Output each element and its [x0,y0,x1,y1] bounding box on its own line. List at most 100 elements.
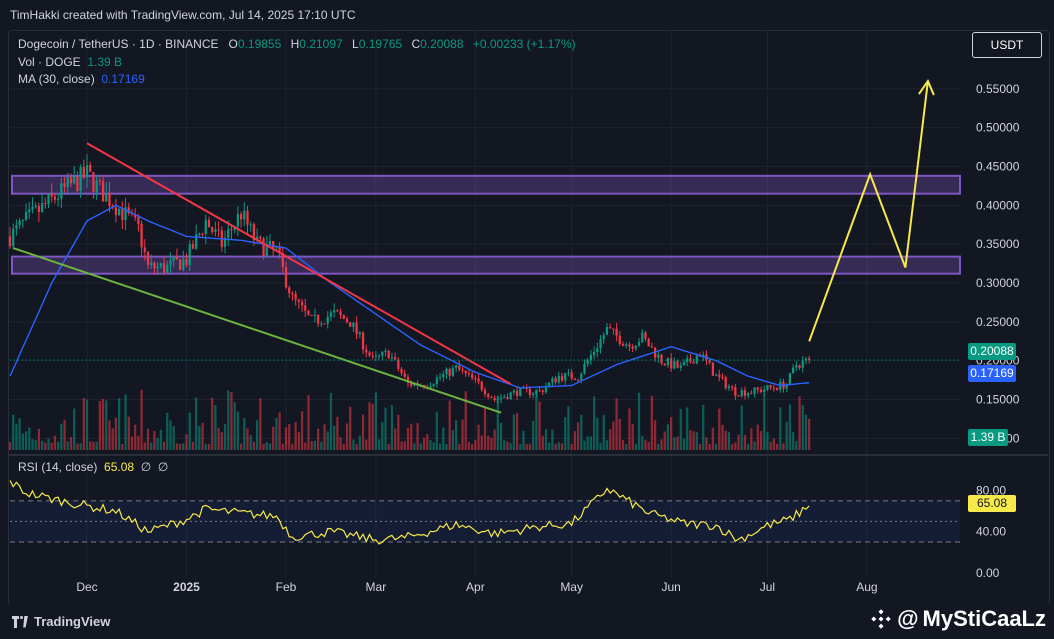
symbol-title[interactable]: Dogecoin / TetherUS · 1D · BINANCE [18,37,219,51]
volume-bar [262,443,265,450]
volume-bar [573,431,576,450]
volume-bar [698,443,702,450]
candle-body [377,355,381,357]
volume-bar [474,439,477,450]
candle-body [528,388,532,396]
candle-body [60,183,63,199]
volume-bar [294,421,297,450]
volume-bar [252,441,256,450]
candle-body [387,350,390,359]
candle-body [355,322,358,335]
candle-body [804,358,808,361]
candle-body [76,176,79,191]
chart-frame[interactable] [8,30,1050,606]
candle-body [95,180,98,192]
volume-bar [419,443,422,450]
visibility-icon-2[interactable]: ∅ [157,460,169,474]
volume-bar [798,396,801,450]
volume-bar [464,391,467,450]
candle-body [352,322,355,327]
grid-lines [10,30,960,578]
candle-body [15,225,18,229]
visibility-icon[interactable]: ∅ [140,460,152,474]
volume-bar [345,423,349,450]
currency-button[interactable]: USDT [972,32,1042,58]
volume-bar [454,420,458,450]
rsi-legend[interactable]: RSI (14, close) 65.08 ∅ ∅ [18,460,168,474]
candle-body [85,165,89,178]
volume-bar [535,389,538,450]
candle-body [63,183,66,187]
candle-body [169,260,172,265]
candle-body [435,377,438,385]
candle-body [195,234,198,249]
candle-body [217,229,220,231]
candle-body [471,373,474,379]
volume-bar [134,424,137,450]
volume-legend[interactable]: Vol · DOGE 1.39 B [18,55,128,69]
candle-body [262,238,265,257]
candle-body [592,351,596,355]
time-axis-label: Jun [661,580,680,594]
candle-body [381,351,384,356]
low-label: L [352,37,359,51]
volume-bar [689,430,692,450]
candle-body [191,244,195,249]
ma-legend[interactable]: MA (30, close) 0.17169 [18,72,145,86]
price-axis-label: 0.55000 [976,82,1020,96]
volume-bar [448,400,451,450]
volume-bar [57,441,60,450]
candle-body [570,372,573,379]
rsi-axis-label: 80.00 [976,484,1006,498]
candle-body [756,387,759,390]
candle-body [734,387,737,396]
volume-bar [653,420,657,450]
candle-body [329,312,333,317]
candle-body [243,210,246,220]
volume-bar [451,430,455,450]
volume-bar [666,424,670,450]
candle-body [127,207,130,214]
candle-body [275,247,278,249]
candle-body [548,382,551,387]
volume-bar [750,428,753,450]
volume-bar [637,392,641,450]
last-price-badge: 0.20088 [968,343,1016,360]
volume-bar [612,421,615,450]
candle-body [339,311,342,316]
rsi-axis-label: 0.00 [976,566,1000,580]
candle-body [618,335,621,345]
volume-bar [586,436,589,450]
volume-bar [326,431,329,450]
candle-body [512,390,516,393]
volume-bar [320,441,323,450]
tradingview-brand[interactable]: TradingView [12,614,110,629]
symbol-legend[interactable]: Dogecoin / TetherUS · 1D · BINANCE O0.19… [18,37,582,51]
candle-body [227,229,230,238]
candle-body [162,263,166,273]
volume-bar [808,418,811,450]
volume-bar [496,395,499,450]
volume-bar [544,429,548,450]
candle-body [785,384,788,389]
volume-bar [82,398,85,450]
volume-bar [791,431,795,450]
volume-bar [371,403,374,450]
candle-body [474,378,477,380]
volume-bar [445,443,448,450]
volume-bar [509,443,512,450]
candle-body [182,259,185,270]
volume-bars [8,389,811,450]
candle-body [342,315,345,319]
volume-bar [493,429,496,450]
candle-body [410,382,413,386]
volume-bar [628,408,631,450]
candle-body [204,219,207,235]
volume-bar [676,436,679,450]
candle-body [647,338,650,347]
candle-body [236,213,239,227]
volume-bar [230,391,233,450]
candle-body [679,365,682,368]
volume-bar [471,443,474,450]
